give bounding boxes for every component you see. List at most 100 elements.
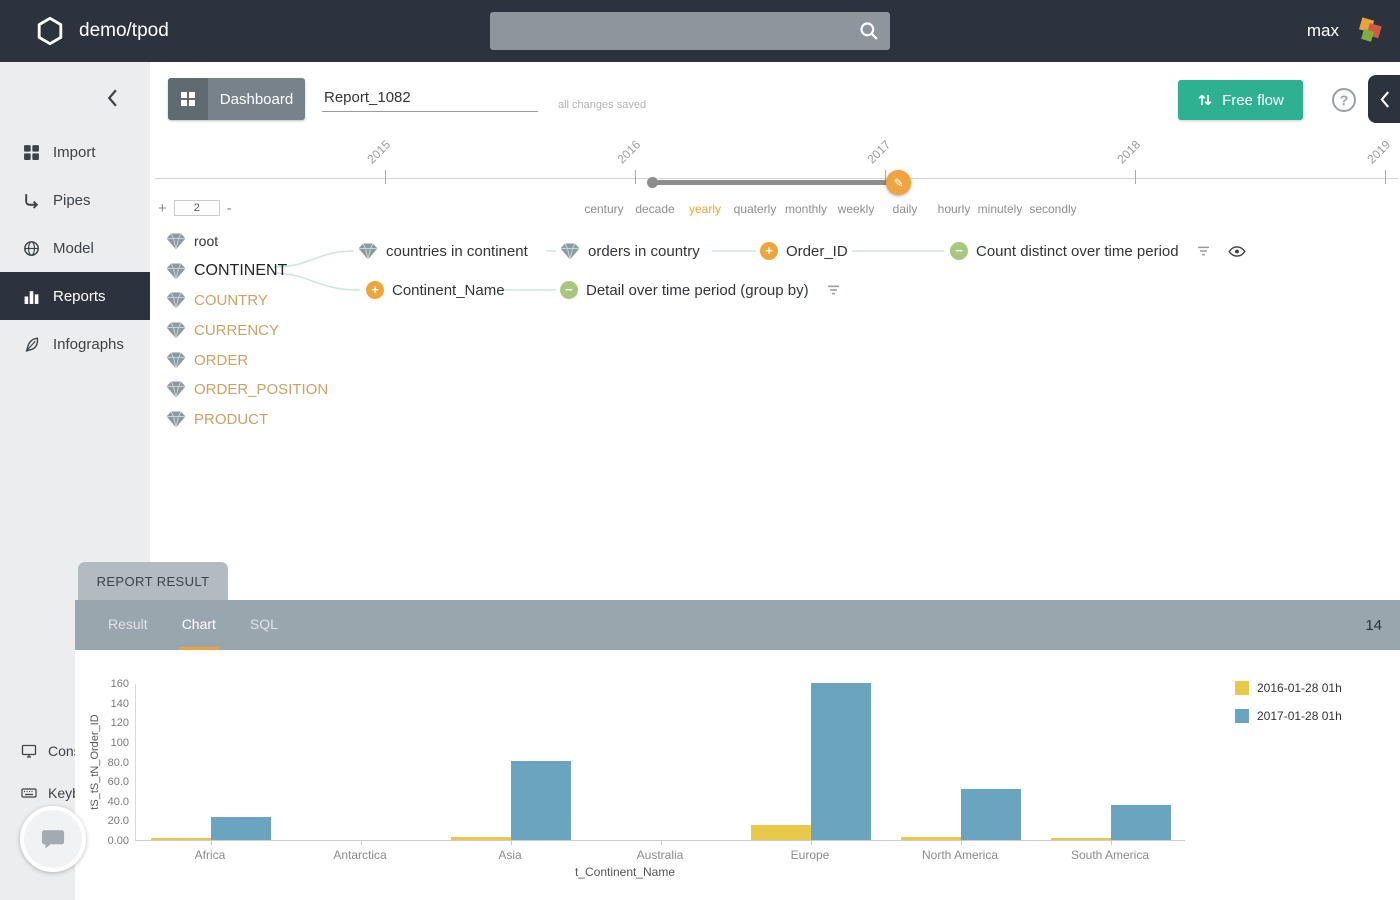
x-tick-mark <box>961 841 962 845</box>
tree-root-node[interactable]: root <box>166 230 218 252</box>
tree: root CONTINENT COUNTRY CURRENCY ORDER ORDER_… <box>150 62 1400 562</box>
sidebar-item-reports[interactable]: Reports <box>0 272 150 320</box>
table-diamond-icon <box>166 322 186 339</box>
minus-circle-icon[interactable]: − <box>950 242 968 260</box>
sidebar-item-label: Reports <box>53 287 106 305</box>
table-name: CONTINENT <box>194 262 288 279</box>
timeline-tick <box>385 170 386 184</box>
x-tick-mark <box>361 841 362 845</box>
branch1-node-count-distinct-over-time-period[interactable]: − Count distinct over time period <box>950 240 1246 262</box>
minus-circle-icon[interactable]: − <box>560 281 578 299</box>
chart-bar-2017-01-28-01h-europe <box>811 683 871 840</box>
tree-table-order-position[interactable]: ORDER_POSITION <box>166 379 328 401</box>
tree-table-country[interactable]: COUNTRY <box>166 290 268 312</box>
timeline-range-end-handle[interactable]: ✎ <box>886 170 911 195</box>
granularity-weekly[interactable]: weekly <box>837 202 875 216</box>
report-result-tab[interactable]: REPORT RESULT <box>78 562 228 600</box>
granularity-hourly[interactable]: hourly <box>937 202 971 216</box>
y-tick-label: 60.0 <box>107 776 129 789</box>
x-tick-mark <box>811 841 812 845</box>
granularity-century[interactable]: century <box>584 202 624 216</box>
granularity-decade[interactable]: decade <box>635 202 675 216</box>
free-flow-button[interactable]: Free flow <box>1178 80 1303 120</box>
result-tabs: Result Chart SQL <box>75 600 1400 650</box>
chart-bar-2016-01-28-01h-south-america <box>1051 838 1111 840</box>
help-button[interactable]: ? <box>1332 88 1356 112</box>
filter-icon[interactable] <box>1197 246 1210 256</box>
x-tick-mark <box>211 841 212 845</box>
table-diamond-icon <box>166 351 186 369</box>
chat-icon <box>39 825 67 853</box>
granularity-daily[interactable]: daily <box>892 202 918 216</box>
chat-button[interactable] <box>20 806 86 872</box>
granularity-yearly[interactable]: yearly <box>688 202 722 216</box>
granularity-minutely[interactable]: minutely <box>977 202 1023 216</box>
branch2-node-detail-over-time-period-group-by-[interactable]: − Detail over time period (group by) <box>560 279 840 301</box>
zoom-in-button[interactable]: + <box>158 199 167 217</box>
report-name-input[interactable] <box>322 84 538 112</box>
timeline-range-start-handle[interactable] <box>647 177 658 188</box>
granularity-secondly[interactable]: secondly <box>1029 202 1077 216</box>
branch1-node-countries-in-continent[interactable]: countries in continent <box>358 240 528 262</box>
username[interactable]: max <box>1306 21 1339 40</box>
tree-table-currency[interactable]: CURRENCY <box>166 319 279 341</box>
table-diamond-icon <box>358 242 378 260</box>
hexagon-logo-icon <box>34 15 66 47</box>
x-tick-label: Antarctica <box>333 848 387 862</box>
sidebar-item-pipes[interactable]: Pipes <box>0 176 150 224</box>
sidebar-item-import[interactable]: Import <box>0 128 150 176</box>
chart-bar-2017-01-28-01h-north-america <box>961 789 1021 840</box>
zoom-out-button[interactable]: - <box>226 199 232 217</box>
legend-item-2017-01-28-01h[interactable]: 2017-01-28 01h <box>1235 709 1342 723</box>
y-tick-label: 40.0 <box>107 795 129 808</box>
dashboard-button[interactable]: Dashboard <box>168 78 305 120</box>
table-diamond-icon <box>166 381 186 398</box>
sidebar-item-infographs[interactable]: Infographs <box>0 320 150 368</box>
result-tab-sql[interactable]: SQL <box>249 615 278 632</box>
search-icon[interactable] <box>858 20 880 42</box>
branch2-node-continent-name[interactable]: + Continent_Name <box>366 279 505 301</box>
plus-circle-icon[interactable]: + <box>760 242 778 260</box>
x-tick-label: Africa <box>194 848 226 862</box>
y-tick-label: 100 <box>110 736 129 749</box>
sidebar-item-model[interactable]: Model <box>0 224 150 272</box>
granularity-monthly[interactable]: monthly <box>784 202 828 216</box>
node-label: Order_ID <box>786 242 848 260</box>
result-tab-chart[interactable]: Chart <box>178 600 219 650</box>
table-diamond-icon <box>166 262 186 280</box>
search-input[interactable] <box>502 12 858 50</box>
timeline-range-track[interactable] <box>652 180 898 185</box>
sidebar-collapse-button[interactable] <box>98 84 126 112</box>
granularity-quaterly[interactable]: quaterly <box>733 202 777 216</box>
node-label: Continent_Name <box>392 281 505 299</box>
filter-icon[interactable] <box>827 285 840 295</box>
table-diamond-icon <box>166 232 186 250</box>
legend-item-2016-01-28-01h[interactable]: 2016-01-28 01h <box>1235 681 1342 695</box>
legend-label: 2017-01-28 01h <box>1257 709 1342 723</box>
timeline-year-label: 2018 <box>1114 137 1144 167</box>
node-label: Detail over time period (group by) <box>586 281 809 299</box>
avatar[interactable] <box>1354 15 1386 47</box>
table-name: ORDER <box>194 351 249 369</box>
tree-table-continent[interactable]: CONTINENT <box>166 260 287 282</box>
eye-icon[interactable] <box>1227 245 1246 257</box>
tree-table-order[interactable]: ORDER <box>166 349 248 371</box>
right-panel-collapse-button[interactable] <box>1368 75 1400 123</box>
x-tick-mark <box>661 841 662 845</box>
plus-circle-icon[interactable]: + <box>366 281 384 299</box>
brand-title: demo/tpod <box>79 20 169 41</box>
timeline-tick <box>635 170 636 184</box>
branch1-node-orders-in-country[interactable]: orders in country <box>560 240 700 262</box>
table-name: CURRENCY <box>194 321 280 339</box>
timeline: 2015 2016 2017 2018 2019 ✎ century decade year… <box>150 130 1400 235</box>
sidebar-item-label: Import <box>53 143 96 161</box>
branch1-node-order-id[interactable]: + Order_ID <box>760 240 848 262</box>
timeline-year-label: 2016 <box>614 137 644 167</box>
dashboard-button-label: Dashboard <box>219 90 294 108</box>
global-search <box>490 12 890 50</box>
zoom-level-input[interactable] <box>173 200 220 216</box>
result-tab-result[interactable]: Result <box>108 615 148 632</box>
tree-table-product[interactable]: PRODUCT <box>166 409 268 431</box>
brand[interactable]: demo/tpod <box>34 0 169 62</box>
y-tick-label: 0.00 <box>107 835 129 847</box>
